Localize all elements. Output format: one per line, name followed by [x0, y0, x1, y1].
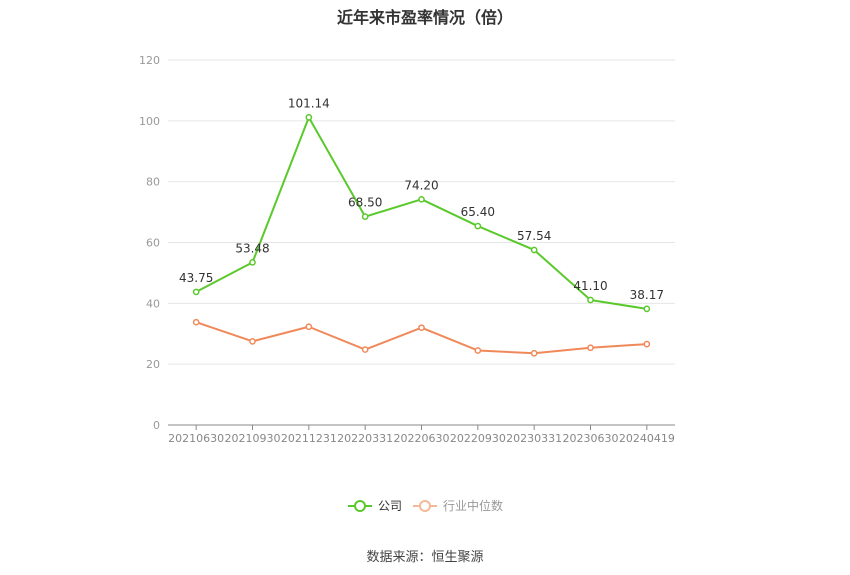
- legend-label: 公司: [378, 499, 402, 513]
- x-tick-label: 20210930: [225, 432, 281, 445]
- data-label: 68.50: [348, 196, 382, 210]
- data-label: 41.10: [573, 279, 607, 293]
- data-point: [418, 324, 425, 332]
- y-tick-label: 120: [139, 54, 160, 67]
- data-label: 38.17: [630, 288, 664, 302]
- x-tick-label: 20230331: [506, 432, 562, 445]
- x-tick-label: 20220331: [337, 432, 393, 445]
- x-tick-label: 20230630: [563, 432, 619, 445]
- y-tick-label: 80: [146, 176, 160, 189]
- legend-label: 行业中位数: [443, 498, 503, 513]
- data-point: [361, 346, 369, 353]
- data-point: [530, 246, 538, 254]
- x-tick-label: 20220930: [450, 432, 506, 445]
- data-point: [474, 222, 482, 230]
- legend: 公司 行业中位数: [348, 498, 503, 513]
- x-tick-label: 20240419: [619, 432, 675, 445]
- data-label: 43.75: [179, 271, 213, 285]
- x-axis: 20210630 20210930 20211231 20220331 20220630…: [168, 424, 675, 445]
- data-label: 65.40: [461, 205, 495, 219]
- data-label: 74.20: [404, 178, 438, 192]
- data-point: [249, 258, 256, 266]
- x-tick-label: 20220630: [394, 432, 450, 445]
- data-point: [474, 347, 482, 354]
- y-tick-label: 100: [139, 115, 160, 128]
- data-point: [530, 349, 538, 357]
- data-point: [587, 344, 594, 352]
- data-point: [361, 213, 369, 220]
- data-point: [249, 338, 256, 345]
- y-axis: 0 20 40 60 80 100 120: [139, 54, 160, 432]
- data-source: 数据来源：恒生聚源: [366, 550, 484, 565]
- y-tick-label: 60: [146, 237, 160, 250]
- y-tick-label: 0: [153, 419, 160, 432]
- chart-title: 近年来市盈率情况（倍）: [336, 8, 513, 27]
- legend-swatch-marker: [354, 500, 366, 512]
- data-point: [192, 288, 200, 296]
- y-tick-label: 40: [146, 297, 160, 310]
- data-point: [643, 340, 651, 348]
- data-point: [643, 305, 651, 313]
- data-point: [587, 296, 594, 304]
- data-point: [192, 318, 200, 326]
- y-tick-label: 20: [146, 358, 160, 371]
- grid-lines: [168, 59, 675, 365]
- x-tick-label: 20211231: [281, 432, 337, 445]
- series-layer: 43.75 53.48 101.14 68.50 74.20 65.40 57.54 41.1…: [179, 96, 664, 357]
- data-label: 101.14: [288, 96, 330, 110]
- data-label: 57.54: [517, 229, 551, 243]
- data-label: 53.48: [235, 241, 269, 255]
- data-point: [305, 114, 313, 121]
- legend-swatch-marker: [419, 500, 431, 512]
- data-point: [418, 195, 425, 203]
- data-point: [305, 323, 313, 331]
- x-tick-label: 20210630: [168, 432, 224, 445]
